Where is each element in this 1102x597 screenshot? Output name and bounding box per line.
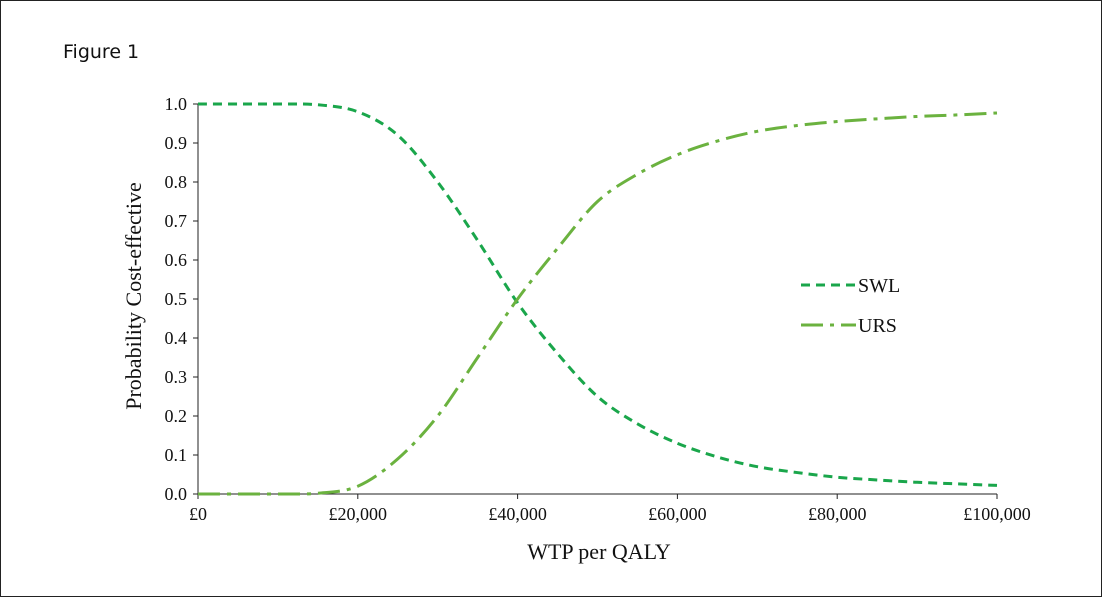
y-axis-title: Probability Cost-effective [121, 182, 146, 410]
y-tick-label: 0.9 [165, 133, 188, 153]
y-tick-label: 0.4 [165, 328, 188, 348]
y-tick-label: 0.1 [165, 445, 188, 465]
x-tick-label: £100,000 [963, 504, 1031, 524]
y-tick-label: 0.7 [165, 211, 188, 231]
x-tick-label: £60,000 [648, 504, 707, 524]
y-tick-label: 0.6 [165, 250, 188, 270]
series-line-swl [198, 102, 998, 487]
y-tick-label: 1.0 [165, 94, 188, 114]
series-line-urs [197, 111, 998, 496]
chart-series [197, 102, 998, 496]
chart-legend: SWL URS [801, 275, 900, 337]
x-tick-label: £80,000 [808, 504, 867, 524]
legend-label-swl: SWL [858, 275, 900, 297]
y-tick-label: 0.5 [165, 289, 188, 309]
y-tick-label: 0.2 [165, 406, 188, 426]
y-tick-label: 0.8 [165, 172, 188, 192]
x-tick-label: £0 [189, 504, 207, 524]
y-tick-label: 0.3 [165, 367, 188, 387]
chart-axes: 0.0 0.1 0.2 0.3 0.4 0.5 0.6 0.7 0.8 0.9 1.0 £0 £20,0… [165, 94, 1031, 524]
x-axis-title: WTP per QALY [527, 539, 671, 564]
legend-label-urs: URS [858, 315, 897, 337]
y-tick-label: 0.0 [165, 484, 188, 504]
x-tick-label: £20,000 [329, 504, 388, 524]
x-tick-label: £40,000 [488, 504, 547, 524]
figure-label: Figure 1 [63, 41, 140, 63]
